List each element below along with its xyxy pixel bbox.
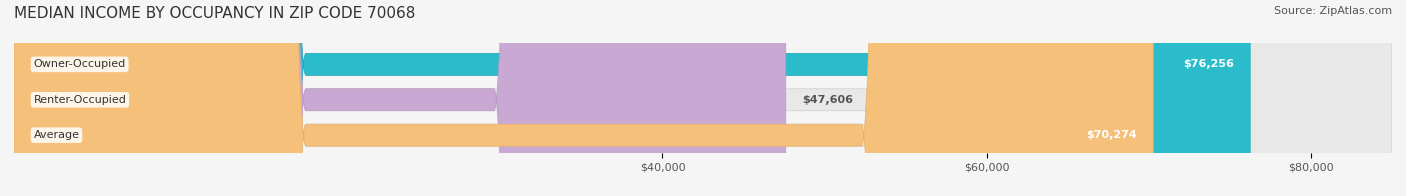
FancyBboxPatch shape: [14, 0, 1153, 196]
Text: Source: ZipAtlas.com: Source: ZipAtlas.com: [1274, 6, 1392, 16]
Text: Owner-Occupied: Owner-Occupied: [34, 59, 125, 69]
FancyBboxPatch shape: [14, 0, 1392, 196]
FancyBboxPatch shape: [14, 0, 786, 196]
FancyBboxPatch shape: [14, 0, 1392, 196]
FancyBboxPatch shape: [14, 0, 1250, 196]
Text: $47,606: $47,606: [801, 95, 853, 105]
Text: $76,256: $76,256: [1182, 59, 1234, 69]
Text: Renter-Occupied: Renter-Occupied: [34, 95, 127, 105]
FancyBboxPatch shape: [14, 0, 1392, 196]
Text: MEDIAN INCOME BY OCCUPANCY IN ZIP CODE 70068: MEDIAN INCOME BY OCCUPANCY IN ZIP CODE 7…: [14, 6, 415, 21]
Text: $70,274: $70,274: [1087, 130, 1137, 140]
Text: Average: Average: [34, 130, 80, 140]
